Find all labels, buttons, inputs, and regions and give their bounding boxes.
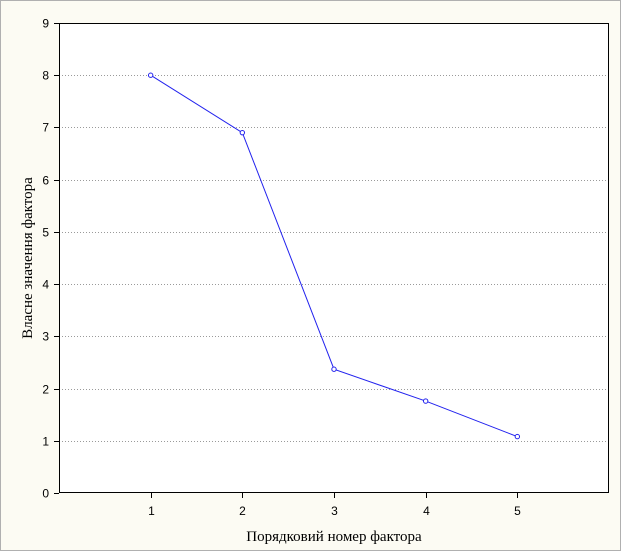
- plot-border: [59, 23, 609, 493]
- y-tick-label: 0: [42, 487, 49, 501]
- data-point: [514, 433, 521, 440]
- data-point: [147, 72, 154, 78]
- y-tick-label: 2: [42, 383, 49, 397]
- x-tick-label: 1: [148, 504, 155, 518]
- y-tick-label: 6: [42, 174, 49, 188]
- data-point: [422, 398, 429, 404]
- x-axis-ticks: 1 2 3 4 5: [148, 493, 521, 518]
- x-tick-label: 4: [423, 504, 430, 518]
- y-tick-label: 5: [42, 226, 49, 240]
- y-tick-label: 8: [42, 69, 49, 83]
- series-layer: [147, 72, 521, 440]
- x-tick-label: 2: [239, 504, 246, 518]
- y-tick-label: 4: [42, 278, 49, 292]
- y-tick-label: 7: [42, 121, 49, 135]
- y-axis-ticks: 0 1 2 3 4 5 6 7 8 9: [42, 17, 59, 501]
- y-tick-label: 9: [42, 17, 49, 31]
- y-axis-label: Власне значення фактора: [20, 177, 36, 339]
- y-tick-label: 1: [42, 435, 49, 449]
- y-tick-label: 3: [42, 330, 49, 344]
- data-point: [331, 366, 337, 372]
- x-tick-label: 5: [514, 504, 521, 518]
- plot-area: [59, 23, 609, 493]
- data-point: [239, 129, 246, 136]
- x-axis-label: Порядковий номер фактора: [246, 529, 422, 545]
- x-tick-label: 3: [331, 504, 338, 518]
